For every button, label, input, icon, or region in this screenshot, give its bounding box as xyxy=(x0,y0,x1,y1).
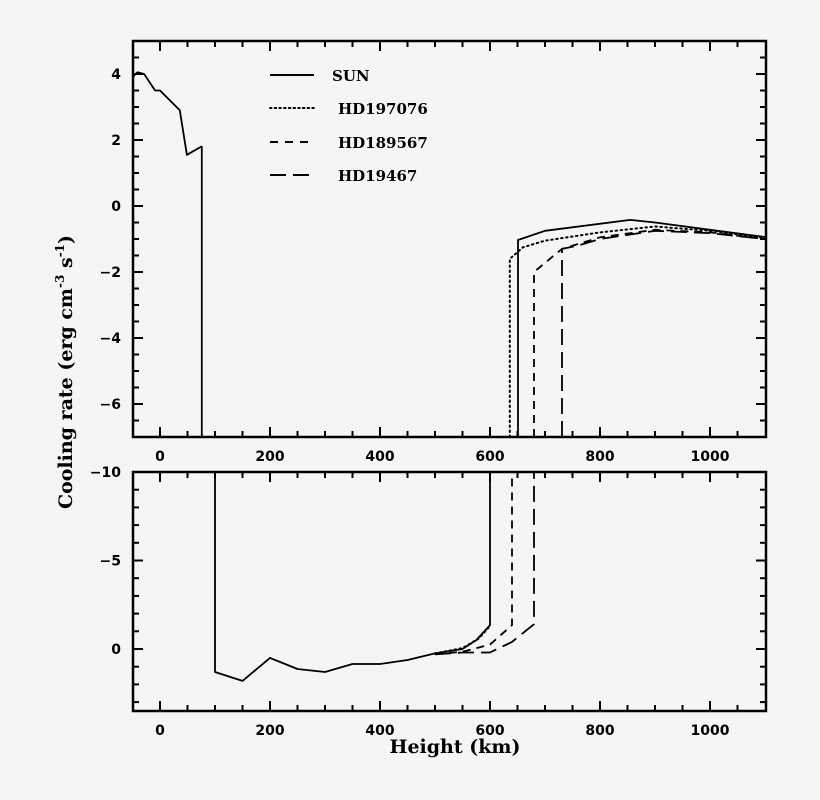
legend-label: HD19467 xyxy=(338,167,417,185)
plot-frame xyxy=(131,470,768,713)
y-axis-title: Cooling rate (erg cm-3 s-1) xyxy=(53,235,77,509)
y-tick-label: 2 xyxy=(111,133,121,149)
series-hd189567 xyxy=(434,472,513,656)
x-tick-label: 200 xyxy=(255,723,284,739)
legend-item: HD19467 xyxy=(270,167,417,185)
x-tick-label: 600 xyxy=(475,449,504,465)
series-hd19467 xyxy=(561,229,766,437)
x-axis-title: Height (km) xyxy=(390,736,521,758)
series-sun xyxy=(133,71,766,437)
y-tick-label: −5 xyxy=(100,554,121,570)
series-hd197076 xyxy=(508,225,766,437)
top-panel: 0 200 400 600 800 1000 4 2 0 −2 −4 −6 xyxy=(100,39,768,465)
legend-item: SUN xyxy=(270,67,370,85)
y-tick-label: −10 xyxy=(90,465,121,481)
y-tick-label: 4 xyxy=(111,67,121,83)
y-tick-label: −6 xyxy=(100,397,121,413)
legend: SUN HD197076 HD189567 HD19467 xyxy=(269,67,428,185)
series-sun xyxy=(214,472,491,682)
legend-item: HD189567 xyxy=(270,134,428,152)
x-tick-label: 600 xyxy=(475,723,504,739)
x-tick-label: 400 xyxy=(365,723,394,739)
y-tick-label: −2 xyxy=(100,265,121,281)
x-tick-label: 0 xyxy=(155,723,165,739)
plot-frame xyxy=(131,39,768,439)
x-tick-label: 1000 xyxy=(691,723,730,739)
y-tick-label: 0 xyxy=(111,199,121,215)
series-hd189567 xyxy=(533,228,766,437)
legend-label: HD197076 xyxy=(338,100,428,118)
x-tick-label: 800 xyxy=(585,723,614,739)
x-tick-label: 400 xyxy=(365,449,394,465)
y-tick-label: 0 xyxy=(111,642,121,658)
series-hd197076 xyxy=(434,625,491,655)
legend-label: SUN xyxy=(332,67,370,85)
bottom-panel: 0 200 400 600 800 1000 −10 −5 0 xyxy=(90,465,768,739)
series-hd19467 xyxy=(434,472,535,656)
x-tick-label: 800 xyxy=(585,449,614,465)
legend-item: HD197076 xyxy=(269,100,428,118)
x-tick-label: 1000 xyxy=(691,449,730,465)
y-tick-label: −4 xyxy=(100,331,122,347)
x-tick-label: 200 xyxy=(255,449,284,465)
legend-label: HD189567 xyxy=(338,134,428,152)
x-tick-label: 0 xyxy=(155,449,165,465)
